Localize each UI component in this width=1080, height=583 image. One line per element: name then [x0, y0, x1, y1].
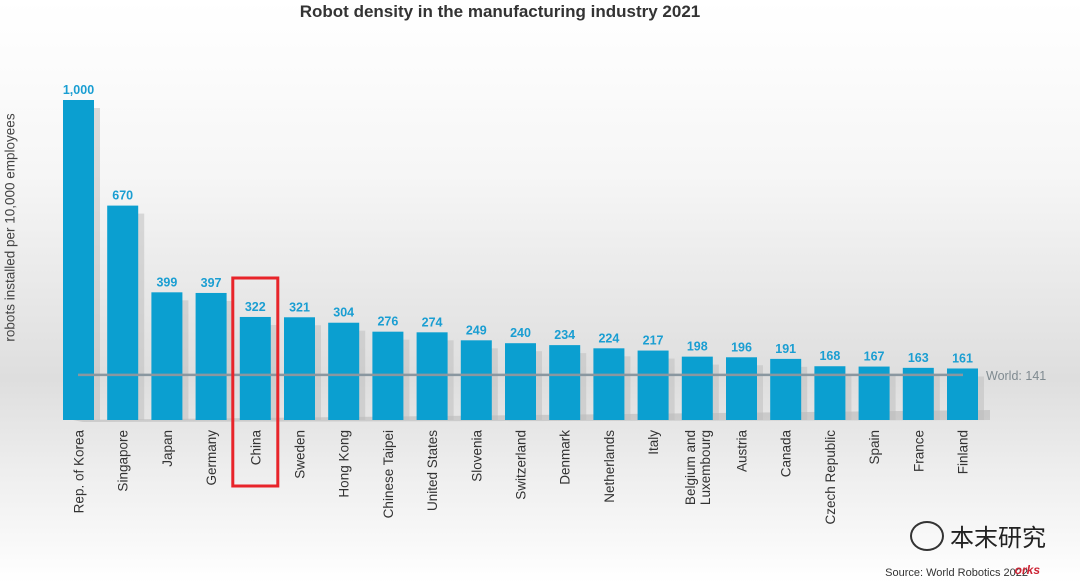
bar-shadow: [799, 366, 808, 420]
bar: [505, 343, 536, 420]
bar: [239, 316, 271, 420]
source-note: Source: World Robotics 2022: [885, 567, 1028, 579]
data-label: 274: [422, 315, 443, 329]
bar-shadow: [401, 339, 410, 420]
category-label: Denmark: [558, 430, 573, 485]
data-label: 276: [377, 315, 398, 329]
watermark: 本末研究: [910, 518, 1046, 553]
bar: [549, 345, 581, 420]
category-label: Sweden: [293, 430, 308, 479]
bar: [770, 358, 802, 420]
bar: [593, 348, 625, 420]
bar: [416, 332, 448, 420]
watermark-text: 本末研究: [950, 525, 1046, 552]
data-label: 167: [864, 350, 885, 364]
bar: [637, 350, 669, 420]
bar-shadow: [843, 374, 852, 420]
category-label: Austria: [735, 430, 750, 473]
bar: [107, 205, 139, 420]
category-label: Singapore: [116, 430, 131, 492]
data-label: 322: [245, 300, 266, 314]
bar-shadow: [622, 356, 631, 420]
wechat-icon: [910, 520, 944, 551]
bar-shadow: [931, 375, 940, 420]
bar-shadow: [313, 325, 321, 420]
bar-shadow: [976, 376, 984, 420]
bar-shadow: [534, 351, 542, 420]
data-label: 198: [687, 340, 708, 354]
logo: orks: [1014, 563, 1040, 577]
bar: [328, 322, 360, 420]
category-label: Luxembourg: [698, 430, 713, 505]
bar: [195, 292, 227, 420]
bar: [681, 356, 713, 420]
bar: [947, 368, 978, 420]
category-label: Czech Republic: [823, 430, 838, 525]
bar: [902, 367, 934, 420]
bar-shadow: [445, 340, 454, 420]
bar-shadow: [489, 348, 498, 420]
data-label: 163: [908, 351, 929, 365]
data-label: 399: [156, 275, 177, 289]
bar-shadow: [136, 213, 145, 420]
bar: [284, 317, 315, 420]
bar: [63, 100, 94, 420]
chart-title: Robot density in the manufacturing indus…: [299, 2, 701, 21]
bar-shadow: [887, 374, 896, 420]
world-average-label: World: 141: [986, 369, 1046, 383]
bar: [151, 292, 183, 420]
category-label: Finland: [956, 430, 971, 474]
data-label: 249: [466, 323, 487, 337]
category-label: Canada: [779, 430, 794, 478]
data-label: 196: [731, 340, 752, 354]
category-label: China: [248, 430, 263, 466]
category-label: Italy: [646, 430, 661, 455]
category-label: Switzerland: [514, 430, 529, 500]
bar-shadow: [92, 108, 100, 420]
highlight-box: [231, 276, 280, 488]
bar-shadow: [666, 358, 675, 420]
data-label: 397: [201, 276, 222, 290]
category-label: Slovenia: [469, 430, 484, 482]
category-label: Belgium and: [683, 430, 698, 505]
category-label: Japan: [160, 430, 175, 467]
data-label: 240: [510, 326, 531, 340]
category-label: France: [911, 430, 926, 472]
bar-shadow: [578, 353, 587, 420]
bar-shadow: [224, 300, 233, 420]
category-label: Spain: [867, 430, 882, 465]
category-label: Rep. of Korea: [72, 430, 87, 514]
data-label: 217: [643, 334, 664, 348]
bar: [726, 357, 757, 420]
data-label: 191: [775, 342, 796, 356]
bar-shadow: [755, 365, 763, 420]
data-label: 1,000: [63, 83, 94, 97]
data-label: 234: [554, 328, 575, 342]
category-label: Germany: [204, 430, 219, 486]
data-label: 224: [598, 331, 619, 345]
category-label: Chinese Taipei: [381, 430, 396, 518]
data-label: 304: [333, 306, 354, 320]
data-label: 321: [289, 300, 310, 314]
category-label: United States: [425, 430, 440, 511]
category-label: Netherlands: [602, 430, 617, 503]
data-label: 161: [952, 351, 973, 365]
bar: [460, 340, 492, 420]
data-label: 670: [112, 189, 133, 203]
category-label: Hong Kong: [337, 430, 352, 498]
bar-shadow: [710, 364, 719, 420]
bar-shadow: [180, 300, 189, 420]
bar-shadow: [268, 324, 277, 420]
data-label: 168: [819, 349, 840, 363]
